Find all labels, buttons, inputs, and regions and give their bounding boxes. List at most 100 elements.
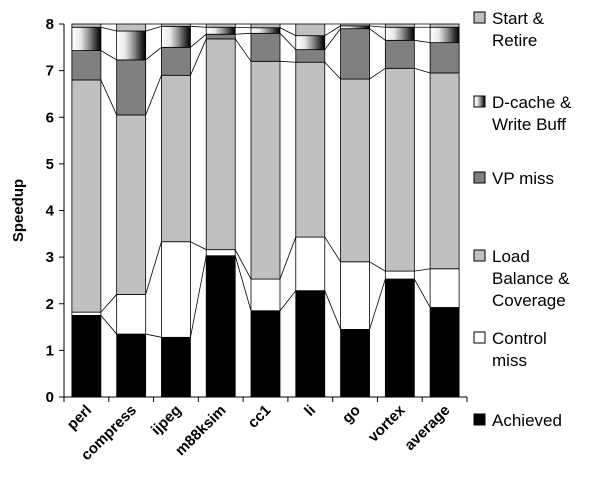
x-category-label: average — [401, 402, 453, 454]
legend-label-load-balance-and-coverage: Coverage — [492, 291, 566, 310]
bar-segment-vp-miss-average — [429, 42, 460, 74]
bar-segment-achieved-go — [340, 328, 370, 398]
bar-segment-load-balance-and-coverage-average — [429, 72, 460, 270]
bar-segment-load-balance-and-coverage-ijpeg — [161, 74, 191, 243]
series-connector-line — [324, 25, 341, 36]
series-connector-line — [414, 67, 431, 74]
y-axis-label: Speedup — [10, 179, 27, 242]
bar-segment-d-cache-and-write-buff-perl — [71, 26, 102, 51]
series-connector-line — [279, 236, 297, 280]
series-connector-line — [414, 39, 431, 44]
series-connector-line — [190, 255, 207, 338]
y-tick-label: 3 — [46, 249, 54, 266]
bar-segment-d-cache-and-write-buff-go — [340, 25, 370, 30]
series-connector-line — [234, 255, 252, 311]
bar-segment-control-miss-li — [295, 236, 326, 292]
bar-segment-vp-miss-m88ksim — [205, 33, 236, 40]
legend-label-load-balance-and-coverage: Load — [492, 247, 530, 266]
bar-segment-load-balance-and-coverage-m88ksim — [205, 38, 236, 251]
series-connector-line — [279, 33, 297, 50]
bar-segment-achieved-perl — [71, 315, 102, 398]
bar-segment-start-and-retire-average — [429, 23, 460, 28]
series-connector-line — [324, 290, 341, 330]
series-connector-line — [100, 26, 117, 32]
x-category-label: perl — [64, 402, 95, 433]
bar-segment-control-miss-perl — [71, 311, 102, 316]
bar-segment-vp-miss-perl — [71, 50, 102, 81]
series-connector-line — [279, 290, 297, 311]
series-connector-line — [190, 38, 207, 76]
series-connector-line — [235, 32, 252, 35]
bar-segment-vp-miss-go — [340, 28, 370, 80]
x-category-label: li — [301, 402, 319, 420]
bar-segment-d-cache-and-write-buff-compress — [116, 30, 147, 61]
bar-segment-vp-miss-cc1 — [250, 32, 281, 62]
bar-segment-control-miss-m88ksim — [205, 249, 236, 257]
series-connector-line — [234, 38, 252, 62]
bar-segment-load-balance-and-coverage-cc1 — [250, 60, 281, 280]
bar-segment-control-miss-compress — [116, 294, 147, 335]
bar-segment-load-balance-and-coverage-li — [295, 61, 326, 238]
bar-segment-start-and-retire-compress — [116, 23, 147, 32]
series-connector-line — [100, 50, 117, 61]
bar-segment-achieved-compress — [116, 333, 147, 398]
y-tick-label: 5 — [46, 156, 54, 173]
series-connector-line — [145, 241, 162, 295]
legend-swatch-load-balance-and-coverage — [473, 249, 486, 262]
series-connector-line — [324, 236, 341, 263]
y-tick-label: 2 — [46, 296, 54, 313]
bar-segment-d-cache-and-write-buff-m88ksim — [205, 26, 236, 35]
series-connector-line — [369, 67, 386, 80]
bar-segment-d-cache-and-write-buff-ijpeg — [161, 25, 191, 48]
bar-segment-load-balance-and-coverage-compress — [116, 114, 147, 295]
bar-segment-vp-miss-compress — [116, 59, 147, 116]
bar-segment-control-miss-vortex — [384, 270, 415, 280]
legend-label-load-balance-and-coverage: Balance & — [492, 269, 570, 288]
y-tick-label: 4 — [46, 203, 55, 220]
legend: Start & Retire D-cache & Write Buff VP miss L… — [473, 9, 572, 430]
bar-segment-d-cache-and-write-buff-cc1 — [250, 27, 281, 34]
bar-segment-vp-miss-li — [295, 49, 326, 63]
series-connector-line — [145, 25, 162, 32]
bar-segment-achieved-vortex — [384, 278, 415, 398]
bar-segment-start-and-retire-go — [340, 23, 370, 27]
legend-swatch-vp-miss — [473, 171, 486, 184]
series-connector-line — [145, 75, 162, 116]
legend-label-d-cache-and-write-buff: Write Buff — [492, 115, 566, 134]
bar-segment-d-cache-and-write-buff-li — [295, 35, 326, 51]
bar-segment-achieved-average — [429, 307, 460, 398]
bar-segment-control-miss-average — [429, 268, 460, 308]
series-connector-line — [145, 46, 162, 61]
bar-segment-start-and-retire-m88ksim — [205, 23, 236, 28]
bar-segment-control-miss-go — [340, 261, 370, 330]
x-category-label: go — [339, 402, 364, 427]
y-tick-label: 8 — [46, 16, 54, 33]
legend-swatch-achieved — [473, 413, 486, 426]
x-category-label: cc1 — [245, 402, 275, 432]
bar-segment-d-cache-and-write-buff-vortex — [384, 26, 415, 41]
series-connector-line — [234, 249, 252, 280]
series-connector-line — [324, 28, 341, 50]
series-connector-line — [190, 241, 207, 251]
y-tick-label: 6 — [46, 109, 54, 126]
bar-segment-control-miss-cc1 — [250, 278, 281, 312]
x-category-label: vortex — [365, 401, 409, 445]
legend-label-achieved: Achieved — [492, 411, 562, 430]
series-connector-line — [324, 61, 341, 80]
legend-label-control-miss: Control — [492, 329, 547, 348]
bar-segment-start-and-retire-cc1 — [250, 23, 281, 29]
series-connector-line — [369, 278, 386, 330]
series-connector-line — [369, 261, 386, 272]
series-connector-line — [190, 33, 207, 48]
bar-segment-control-miss-ijpeg — [161, 241, 191, 338]
legend-swatch-start-and-retire — [473, 11, 486, 24]
bar-segment-start-and-retire-perl — [71, 23, 102, 28]
bar-segment-load-balance-and-coverage-go — [340, 78, 370, 263]
bar-segment-start-and-retire-ijpeg — [161, 23, 191, 27]
series-connector-line — [279, 27, 296, 37]
bar-segment-achieved-m88ksim — [205, 255, 236, 398]
series-connector-line — [100, 294, 117, 313]
bar-segment-d-cache-and-write-buff-average — [429, 26, 460, 44]
